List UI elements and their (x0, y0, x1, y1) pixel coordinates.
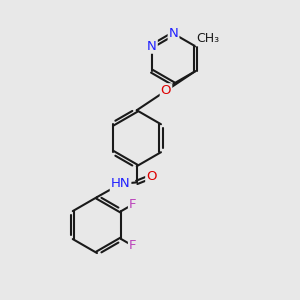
Text: F: F (129, 239, 136, 252)
Text: N: N (169, 27, 178, 40)
Text: N: N (147, 40, 157, 53)
Text: CH₃: CH₃ (196, 32, 220, 45)
Text: F: F (129, 198, 136, 211)
Text: HN: HN (111, 177, 130, 190)
Text: O: O (161, 84, 171, 97)
Text: O: O (146, 170, 157, 183)
